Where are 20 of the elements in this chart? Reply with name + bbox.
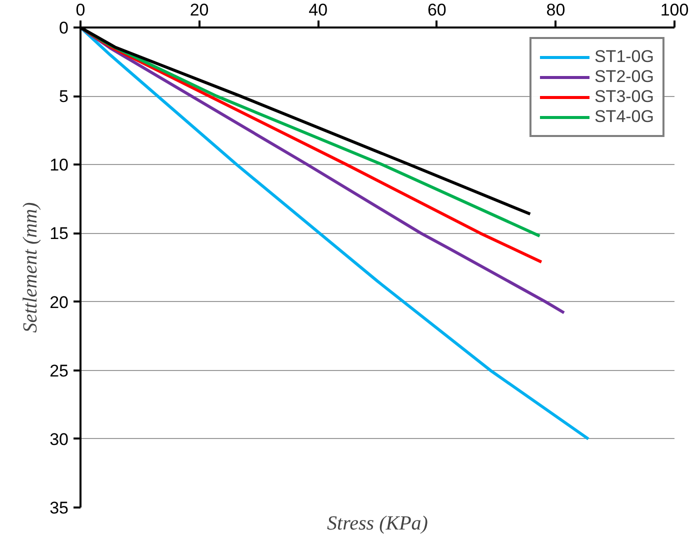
y-tick-label: 35 <box>50 498 69 518</box>
y-tick-label: 15 <box>50 224 69 244</box>
x-tick-label: 20 <box>190 0 209 20</box>
y-tick-label: 25 <box>50 361 69 380</box>
x-tick-label: 40 <box>308 0 328 20</box>
x-tick-label: 0 <box>76 0 86 20</box>
legend-label: ST4-0G <box>594 107 654 127</box>
x-tick-label: 60 <box>427 0 446 20</box>
y-tick-label: 30 <box>50 430 69 449</box>
x-tick-label: 80 <box>546 0 566 20</box>
legend-label: ST1-0G <box>594 47 654 67</box>
y-tick-label: 5 <box>59 87 69 106</box>
y-tick-label: 20 <box>50 292 69 312</box>
legend-label: ST2-0G <box>594 67 654 87</box>
x-axis-title: Stress (KPa) <box>327 512 428 534</box>
y-axis-title: Settlement (mm) <box>20 202 42 333</box>
y-tick-label: 10 <box>50 156 69 175</box>
x-tick-label: 100 <box>660 0 689 20</box>
legend-label: ST3-0G <box>594 87 654 107</box>
y-tick-label: 0 <box>59 18 69 38</box>
